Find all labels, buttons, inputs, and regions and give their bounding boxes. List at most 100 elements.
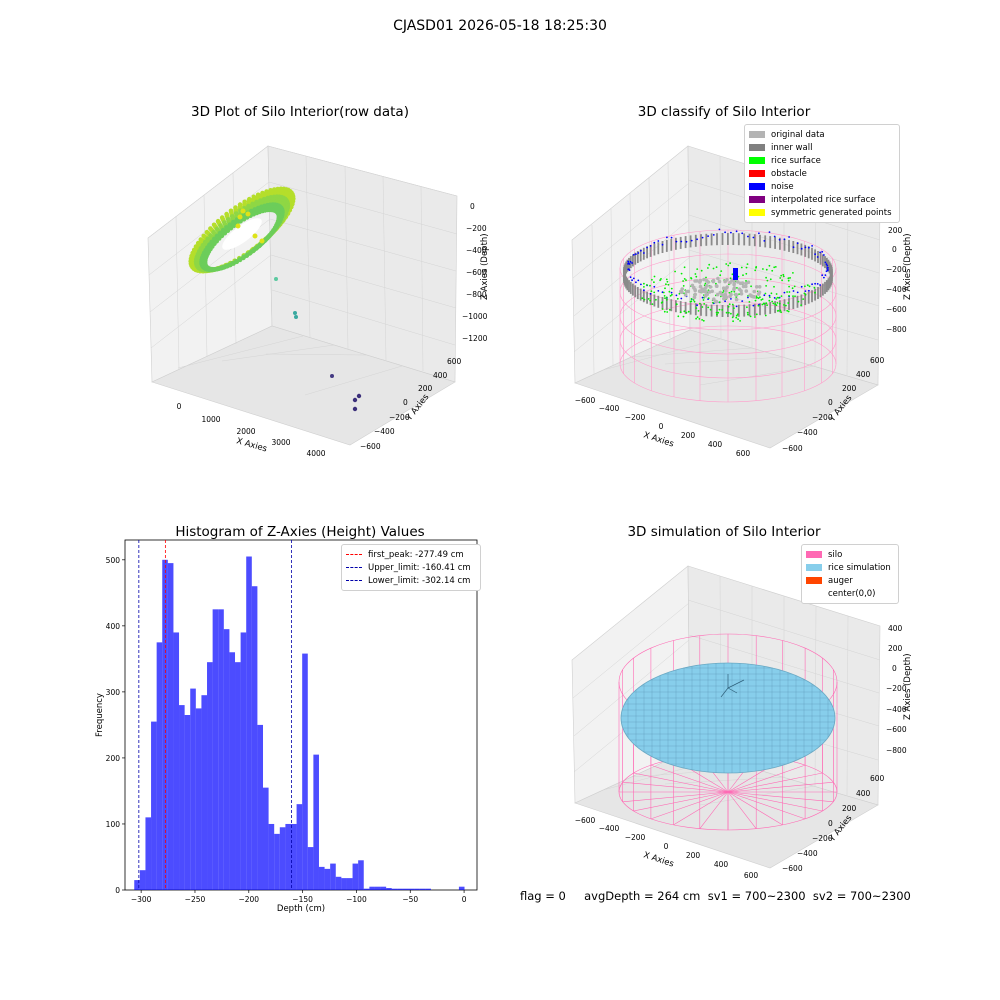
rice-surface-point: [792, 272, 794, 274]
noise-point: [747, 296, 749, 299]
inner-wall-point: [779, 300, 781, 313]
rice-surface-point: [675, 303, 678, 305]
rice-surface-point: [665, 296, 668, 299]
inner-wall-point: [636, 287, 639, 299]
inner-wall-point: [769, 236, 772, 249]
sim-x-label: X Axies: [642, 850, 675, 869]
original-data-point: [705, 279, 709, 283]
legend-lower-limit: Lower_limit: -302.14 cm: [346, 574, 476, 587]
svg-text:−800: −800: [886, 746, 907, 755]
rice-surface-point: [692, 299, 695, 301]
svg-text:400: 400: [856, 370, 871, 379]
rice-surface-point: [731, 273, 734, 276]
original-data-point: [756, 292, 761, 296]
raw-outlier-points: [274, 277, 362, 412]
noise-point: [811, 245, 813, 247]
y-tick-label: 0: [115, 886, 120, 895]
raw-point: [247, 251, 253, 256]
histogram-bar: [408, 888, 415, 890]
inner-wall-point: [632, 254, 634, 267]
silo-floor-spoke: [727, 791, 757, 829]
rice-surface-point: [775, 304, 778, 307]
svg-text:400: 400: [433, 371, 448, 380]
inner-wall-point: [759, 303, 761, 316]
rice-surface-point: [782, 273, 785, 276]
figure-suptitle: CJASD01 2026-05-18 18:25:30: [393, 18, 607, 34]
original-data-point: [698, 280, 702, 284]
noise-point: [778, 238, 781, 241]
svg-text:−1000: −1000: [462, 312, 488, 321]
original-data-point: [754, 285, 759, 289]
rice-surface-point: [772, 302, 775, 305]
noise-point: [653, 285, 656, 288]
silo-floor-spoke: [622, 791, 729, 803]
noise-point: [631, 262, 633, 264]
rice-surface-point: [729, 262, 731, 265]
raw-point: [237, 214, 243, 220]
histogram-bar: [240, 632, 247, 890]
inner-wall-point: [705, 304, 708, 317]
rice-surface-point: [765, 302, 768, 305]
histogram-bar: [380, 886, 387, 890]
histogram-bar: [179, 705, 185, 890]
inner-wall-point: [753, 303, 756, 316]
inner-wall-point: [684, 301, 687, 314]
histogram-bar: [201, 695, 208, 890]
legend-inner-wall: inner wall: [749, 141, 895, 154]
rice-surface-point: [733, 307, 735, 310]
noise-point: [752, 304, 755, 307]
rice-surface-point: [769, 278, 772, 281]
noise-point: [657, 240, 660, 242]
sim-y-ticks: 600 400 200 0 −200 −400 −600: [782, 774, 885, 873]
disc-hole: [222, 218, 262, 250]
rice-surface-point: [664, 297, 666, 299]
noise-point: [826, 268, 829, 271]
inner-wall-point: [661, 297, 664, 309]
status-footer: flag = 0 avgDepth = 264 cm sv1 = 700~230…: [520, 889, 911, 903]
classified-points: [623, 228, 833, 323]
rice-surface-point: [707, 306, 710, 309]
raw-point: [259, 238, 265, 244]
histogram-bar: [335, 876, 342, 890]
histogram-bar: [369, 886, 375, 890]
rice-surface-point: [764, 292, 767, 295]
noise-point: [821, 250, 824, 253]
rice-surface-point: [699, 302, 701, 305]
rice-surface-point: [761, 298, 764, 300]
histogram-bar: [414, 888, 420, 890]
svg-text:−400: −400: [466, 246, 487, 255]
rice-surface-point: [682, 315, 685, 318]
rice-surface-point: [685, 279, 687, 281]
inner-wall-point: [625, 261, 628, 274]
noise-point: [701, 296, 704, 299]
rice-surface-point: [695, 317, 697, 320]
histogram-bar: [151, 721, 157, 890]
simulation-legend: silo rice simulation auger center(0,0): [801, 544, 899, 604]
inner-wall-point: [743, 304, 746, 317]
inner-wall-point: [727, 305, 729, 317]
rice-surface-point: [745, 280, 747, 282]
inner-wall-point: [804, 244, 807, 257]
rice-surface-point: [789, 277, 791, 279]
original-data-point: [736, 280, 740, 284]
rice-surface-point: [779, 277, 782, 279]
rice-surface-point: [703, 303, 706, 305]
noise-point: [627, 268, 630, 271]
rice-surface-point: [709, 308, 712, 311]
histogram-bar: [268, 823, 275, 890]
noise-point: [741, 232, 744, 235]
inner-wall-point: [628, 280, 630, 293]
original-data-point: [693, 292, 697, 297]
original-data-point: [692, 285, 696, 290]
noise-point: [735, 230, 738, 233]
raw-point: [244, 253, 249, 258]
rice-surface-point: [690, 277, 692, 279]
inner-wall-point: [792, 297, 795, 309]
histogram-bar: [246, 556, 252, 890]
rice-surface-point: [665, 283, 667, 286]
rice-surface-point: [740, 266, 743, 269]
noise-point: [680, 297, 683, 300]
rice-surface-point: [747, 313, 749, 316]
original-data-point: [723, 279, 727, 284]
histogram-bar: [425, 888, 431, 890]
